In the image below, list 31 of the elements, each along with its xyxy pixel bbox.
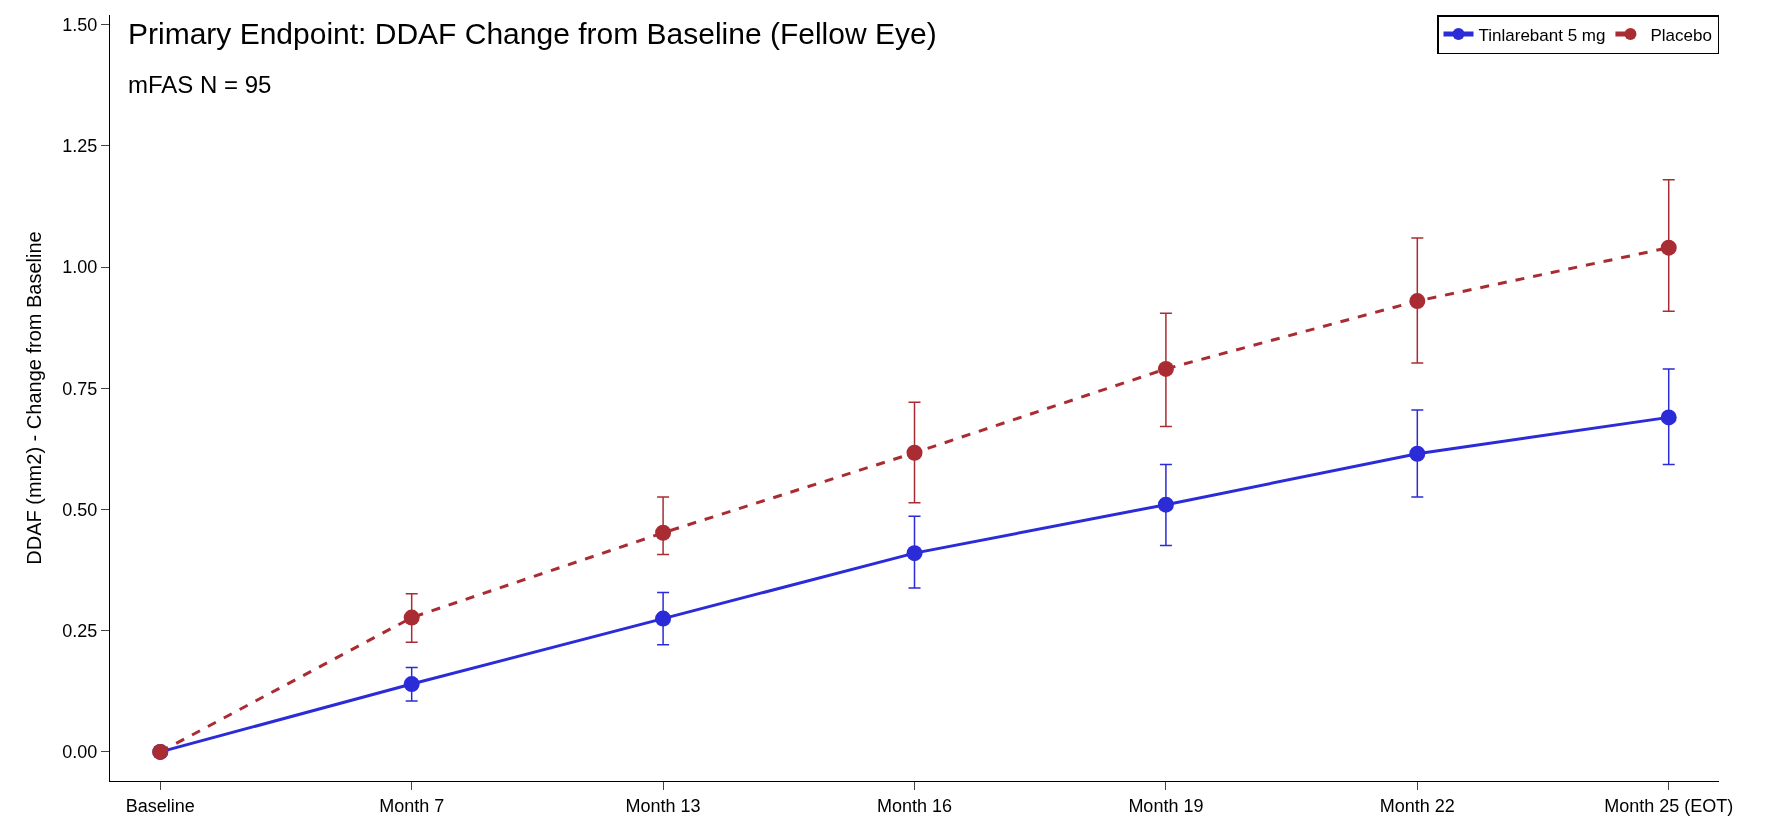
y-tick-label: 0.25	[62, 621, 98, 642]
y-tick-label: 0.50	[62, 499, 98, 520]
y-tick-label: 1.25	[62, 136, 98, 157]
chart-title: Primary Endpoint: DDAF Change from Baseline (Fellow Eye)	[128, 17, 937, 50]
text: mFAS N = 95	[128, 71, 272, 98]
point	[655, 524, 672, 541]
point	[403, 609, 420, 626]
x-tick-label: Month 22	[1379, 795, 1455, 816]
y-tick-label: 0.75	[62, 378, 98, 399]
point	[1409, 293, 1426, 310]
point	[1660, 409, 1677, 426]
x-tick-label: Baseline	[125, 795, 195, 816]
x-tick-label: Month 25 (EOT)	[1604, 795, 1734, 816]
y-axis-title: DDAF (mm2) - Change from Baseline	[22, 231, 45, 565]
y-tick-label: 1.00	[62, 257, 98, 278]
y-tick-label: 1.50	[62, 15, 98, 35]
point	[906, 545, 923, 562]
point	[1157, 496, 1174, 513]
legend-label: Tinlarebant 5 mg	[1478, 25, 1606, 45]
point	[1409, 445, 1426, 462]
x-tick-label: Month 19	[1128, 795, 1204, 816]
legend-label: Placebo	[1650, 25, 1712, 45]
x-tick-label: Month 16	[876, 795, 953, 816]
point	[655, 610, 672, 627]
point	[403, 676, 420, 693]
point	[1157, 360, 1174, 377]
point	[906, 444, 923, 461]
y-tick-label: 0.00	[62, 742, 98, 763]
x-tick-label: Month 7	[379, 795, 445, 816]
point	[1660, 239, 1677, 256]
x-tick-label: Month 13	[625, 795, 701, 816]
